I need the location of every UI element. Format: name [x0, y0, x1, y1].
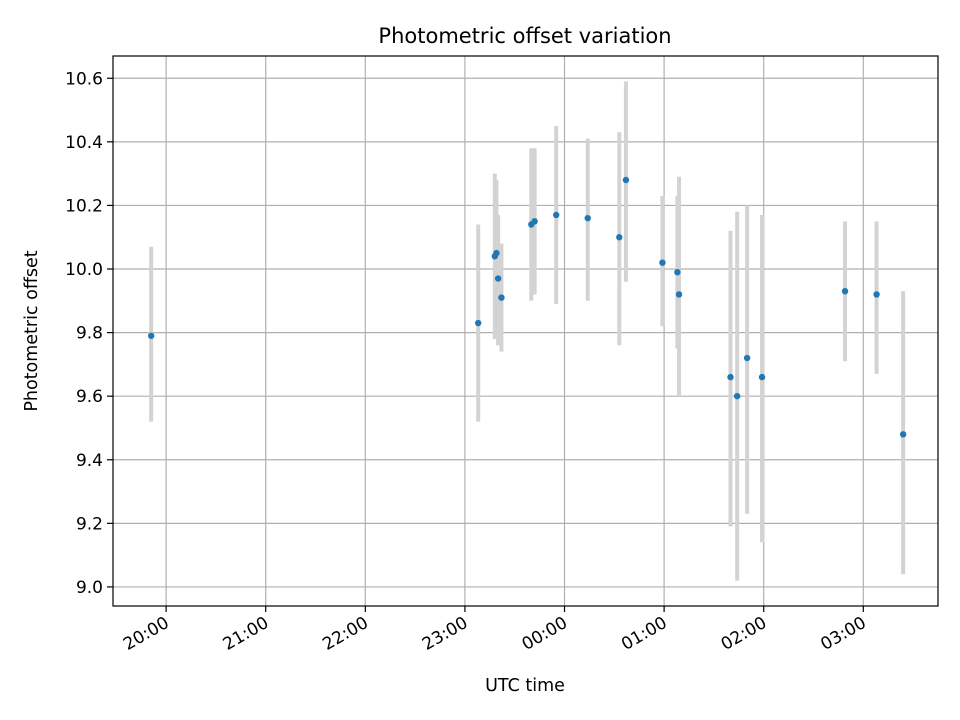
data-point: [659, 259, 666, 266]
data-point: [743, 354, 751, 362]
data-point: [841, 288, 849, 295]
data-point: [727, 373, 734, 381]
data-point: [584, 214, 591, 222]
y-tick-label: 9.0: [76, 578, 103, 598]
data-points: [147, 176, 907, 438]
y-tick-label: 9.6: [76, 387, 103, 407]
y-tick-label: 10.4: [65, 133, 103, 153]
data-point: [147, 332, 155, 339]
data-point: [675, 291, 683, 298]
x-axis-label: UTC time: [485, 676, 565, 696]
data-point: [899, 431, 907, 438]
y-tick-label: 9.2: [76, 514, 103, 534]
data-point: [553, 211, 560, 219]
data-point: [622, 176, 630, 184]
data-point: [616, 234, 623, 241]
y-tick-label: 9.8: [76, 324, 103, 344]
chart-title: Photometric offset variation: [378, 24, 671, 48]
y-tick-label: 10.6: [65, 69, 103, 89]
y-axis-label: Photometric offset: [22, 250, 42, 411]
data-point: [531, 218, 538, 225]
data-point: [758, 373, 766, 381]
data-point: [873, 291, 880, 298]
grid: [113, 56, 938, 606]
data-point: [494, 275, 502, 282]
data-point: [493, 249, 500, 257]
data-point: [674, 268, 681, 276]
data-point: [498, 294, 505, 301]
data-point: [733, 392, 741, 400]
plot-frame: [112, 55, 939, 607]
y-tick-label: 9.4: [76, 451, 103, 471]
y-tick-label: 10.0: [65, 260, 103, 280]
data-point: [474, 319, 482, 327]
y-tick-label: 10.2: [65, 196, 103, 216]
